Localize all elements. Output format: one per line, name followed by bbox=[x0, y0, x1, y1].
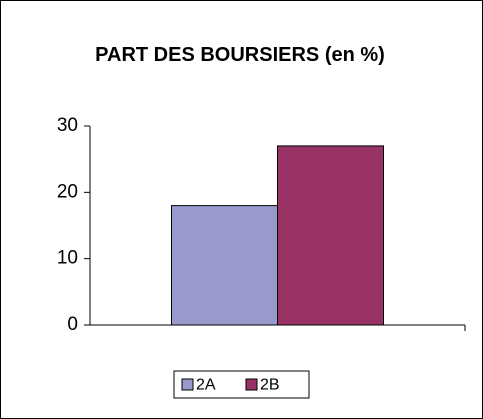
legend-label: 2B bbox=[260, 377, 280, 394]
legend-swatch bbox=[245, 378, 258, 391]
legend-label: 2A bbox=[196, 377, 216, 394]
legend-box bbox=[173, 370, 310, 399]
bar bbox=[171, 205, 278, 326]
legend-swatch bbox=[181, 378, 194, 391]
bar bbox=[277, 145, 384, 326]
y-tick-label: 10 bbox=[57, 248, 78, 269]
y-tick-label: 20 bbox=[57, 181, 78, 202]
y-tick-label: 0 bbox=[67, 314, 78, 335]
chart-title: PART DES BOURSIERS (en %) bbox=[95, 44, 385, 66]
y-tick-label: 30 bbox=[57, 115, 78, 136]
